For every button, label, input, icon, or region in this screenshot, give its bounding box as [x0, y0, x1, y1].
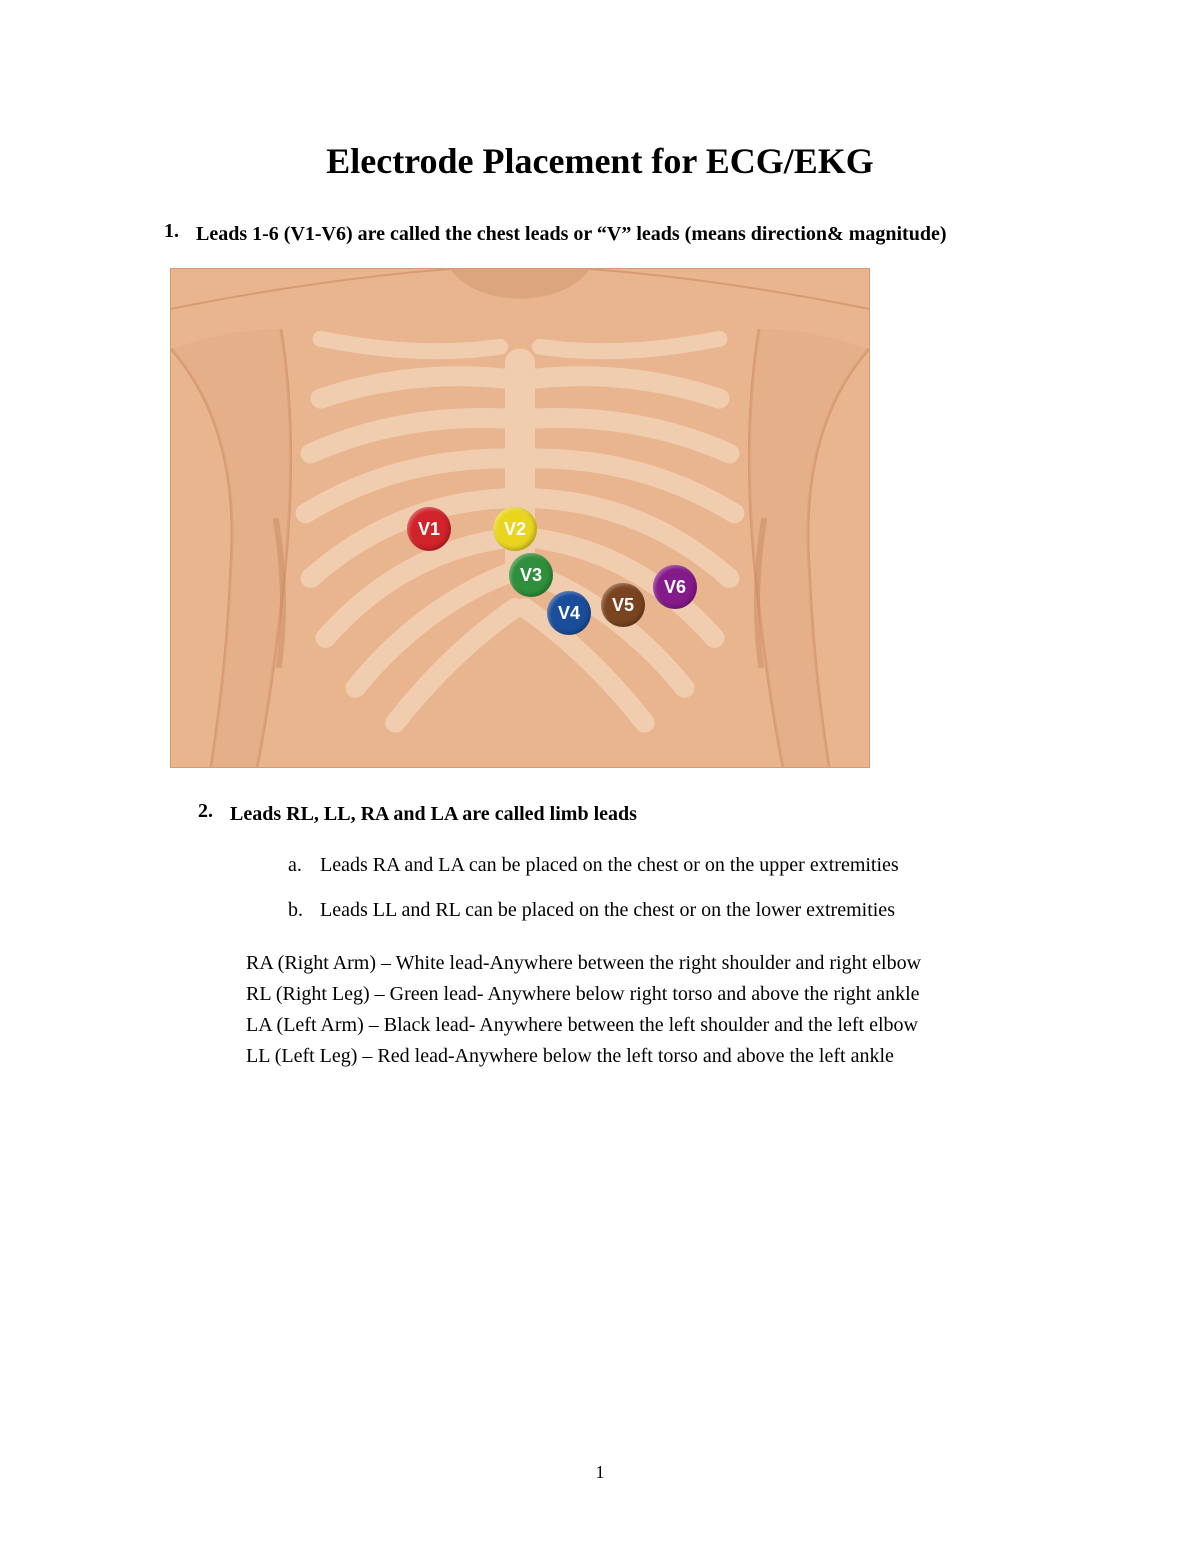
limb-lead-ra: RA (Right Arm) – White lead-Anywhere bet… — [246, 948, 1060, 979]
list-number-2: 2. — [198, 800, 230, 828]
page-number: 1 — [0, 1462, 1200, 1483]
electrode-v2: V2 — [493, 507, 537, 551]
list-text-2: Leads RL, LL, RA and LA are called limb … — [230, 800, 637, 828]
electrode-v3: V3 — [509, 553, 553, 597]
sublist: a. Leads RA and LA can be placed on the … — [288, 854, 1060, 922]
sub-letter-b: b. — [288, 899, 320, 922]
sub-text-a: Leads RA and LA can be placed on the che… — [320, 854, 899, 877]
sublist-item-b: b. Leads LL and RL can be placed on the … — [288, 899, 1060, 922]
list-text-1: Leads 1-6 (V1-V6) are called the chest l… — [196, 220, 947, 248]
torso-diagram: V1 V2V3V4V5V6 — [170, 268, 870, 768]
limb-lead-rl: RL (Right Leg) – Green lead- Anywhere be… — [246, 979, 1060, 1010]
list-item-1: 1. Leads 1-6 (V1-V6) are called the ches… — [164, 220, 1060, 248]
electrode-v1: V1 — [407, 507, 451, 551]
limb-leads-block: RA (Right Arm) – White lead-Anywhere bet… — [246, 948, 1060, 1072]
sublist-item-a: a. Leads RA and LA can be placed on the … — [288, 854, 1060, 877]
electrode-v5: V5 — [601, 583, 645, 627]
page-title: Electrode Placement for ECG/EKG — [140, 140, 1060, 182]
sub-text-b: Leads LL and RL can be placed on the che… — [320, 899, 895, 922]
list-number-1: 1. — [164, 220, 196, 248]
electrode-v4: V4 — [547, 591, 591, 635]
limb-lead-ll: LL (Left Leg) – Red lead-Anywhere below … — [246, 1041, 1060, 1072]
list-item-2: 2. Leads RL, LL, RA and LA are called li… — [198, 800, 1060, 828]
electrode-v6: V6 — [653, 565, 697, 609]
limb-lead-la: LA (Left Arm) – Black lead- Anywhere bet… — [246, 1010, 1060, 1041]
sub-letter-a: a. — [288, 854, 320, 877]
